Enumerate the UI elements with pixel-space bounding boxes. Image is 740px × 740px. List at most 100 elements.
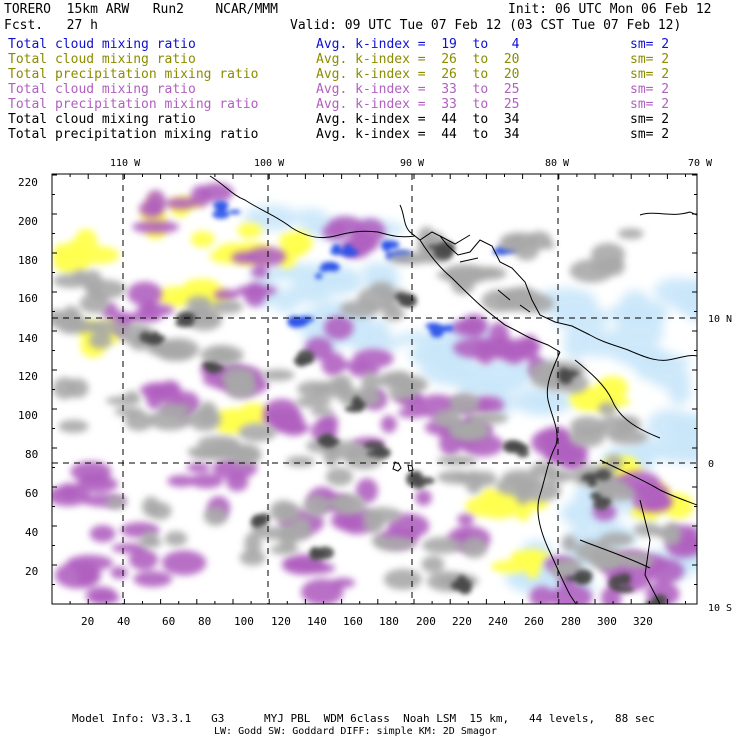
caribbean-coast bbox=[589, 334, 697, 361]
cloud-cell bbox=[204, 363, 224, 373]
gray-cloud-field bbox=[52, 226, 682, 592]
cloud-cell bbox=[211, 299, 243, 314]
x-tick-label: 160 bbox=[343, 615, 363, 628]
cloud-cell bbox=[442, 324, 455, 332]
legend-field: Total cloud mixing ratio bbox=[8, 52, 196, 67]
legend-sm: sm= 2 bbox=[630, 52, 670, 67]
cloud-cell bbox=[127, 281, 163, 306]
cloud-cell bbox=[139, 382, 179, 399]
cloud-cell bbox=[88, 319, 124, 335]
cloud-cell bbox=[251, 266, 269, 278]
galapagos-islands bbox=[392, 461, 414, 472]
cloud-cell bbox=[263, 398, 301, 426]
lon-label: 110 W bbox=[110, 158, 141, 169]
cloud-cell bbox=[325, 467, 353, 486]
cloud-cell bbox=[139, 200, 165, 218]
cloud-cell bbox=[449, 392, 480, 414]
cloud-cell bbox=[453, 337, 501, 359]
cloud-cell bbox=[608, 429, 649, 445]
cloud-cell bbox=[615, 415, 641, 433]
cloud-cell bbox=[578, 328, 622, 358]
cloud-cell bbox=[538, 240, 556, 250]
y-tick-label: 160 bbox=[18, 292, 38, 305]
country-borders-central-america bbox=[439, 234, 531, 313]
cloud-cell bbox=[52, 485, 90, 507]
y-tick-label: 20 bbox=[25, 565, 38, 578]
cloud-cell bbox=[212, 209, 230, 219]
lat-label: 0 bbox=[708, 459, 714, 470]
cloud-cell bbox=[479, 355, 535, 392]
cloud-cell bbox=[460, 314, 488, 337]
cloud-cell bbox=[321, 352, 346, 377]
cloud-cell bbox=[420, 338, 456, 366]
cloud-cell bbox=[524, 386, 562, 416]
cloud-cell bbox=[519, 334, 539, 361]
x-tick-label: 80 bbox=[198, 615, 211, 628]
cloud-cell bbox=[186, 295, 212, 311]
cloud-cell bbox=[160, 403, 192, 412]
grid-ticks bbox=[52, 174, 697, 604]
y-tick-label: 100 bbox=[18, 409, 38, 422]
cloud-cell bbox=[142, 530, 158, 547]
cloud-cell bbox=[506, 235, 528, 250]
x-tick-label: 40 bbox=[117, 615, 130, 628]
x-tick-label: 200 bbox=[416, 615, 436, 628]
cloud-cell bbox=[530, 461, 557, 478]
cloud-cell bbox=[243, 282, 267, 307]
cloud-cell bbox=[591, 548, 623, 570]
cloud-cell bbox=[197, 401, 218, 425]
cloud-cell bbox=[167, 475, 196, 487]
cloud-cell bbox=[560, 370, 568, 380]
model-info: Model Info: V3.3.1 G3 MYJ PBL WDM 6class… bbox=[72, 712, 655, 725]
cloud-cell bbox=[164, 531, 188, 547]
cloud-cell bbox=[518, 479, 562, 502]
x-tick-label: 240 bbox=[488, 615, 508, 628]
cloud-cell bbox=[237, 402, 270, 427]
cloud-cell bbox=[563, 326, 589, 361]
legend-sm: sm= 2 bbox=[630, 82, 670, 97]
lon-label: 70 W bbox=[688, 158, 713, 169]
cloud-cell bbox=[80, 472, 111, 485]
cloud-cell bbox=[310, 407, 334, 417]
cloud-cell bbox=[381, 240, 391, 252]
cloud-cell bbox=[190, 185, 212, 208]
legend-sm: sm= 2 bbox=[630, 37, 670, 52]
cloud-cell bbox=[599, 532, 634, 547]
cloud-cell bbox=[125, 411, 153, 431]
caribbean-islands bbox=[639, 211, 697, 216]
y-tick-label: 60 bbox=[25, 487, 38, 500]
cloud-cell bbox=[559, 446, 588, 472]
cloud-cell bbox=[343, 244, 353, 254]
cloud-cell bbox=[323, 497, 359, 508]
x-tick-label: 260 bbox=[524, 615, 544, 628]
cloud-cell bbox=[213, 289, 239, 301]
cloud-cell bbox=[388, 252, 429, 265]
y-tick-label: 40 bbox=[25, 526, 38, 539]
cloud-cell bbox=[387, 386, 417, 401]
cloud-cell bbox=[595, 497, 611, 503]
legend-kindex: Avg. k-index = 33 to 25 bbox=[316, 82, 520, 97]
cloud-cell bbox=[595, 468, 611, 481]
cloud-cell bbox=[457, 513, 474, 526]
init-time: Init: 06 UTC Mon 06 Feb 12 bbox=[508, 2, 712, 17]
cloud-cell bbox=[214, 446, 260, 462]
cloud-cell bbox=[203, 506, 228, 526]
cloud-cell bbox=[295, 396, 332, 409]
cloud-cell bbox=[294, 516, 310, 532]
cloud-cell bbox=[66, 378, 89, 398]
lat-label: 10 S bbox=[708, 603, 732, 614]
cloud-cell bbox=[553, 558, 583, 574]
cloud-cell bbox=[598, 402, 617, 416]
cloud-cell bbox=[341, 360, 370, 370]
cloud-cell bbox=[441, 455, 476, 465]
cloud-cell bbox=[644, 492, 673, 512]
cloud-cell bbox=[133, 571, 173, 587]
cloud-cell bbox=[681, 278, 697, 301]
cloud-cell bbox=[474, 396, 505, 414]
cloud-cell bbox=[314, 273, 323, 280]
cloud-cell bbox=[155, 338, 200, 361]
cloud-cell bbox=[229, 209, 241, 215]
cloud-cell bbox=[237, 222, 263, 239]
cloud-cell bbox=[363, 512, 385, 533]
